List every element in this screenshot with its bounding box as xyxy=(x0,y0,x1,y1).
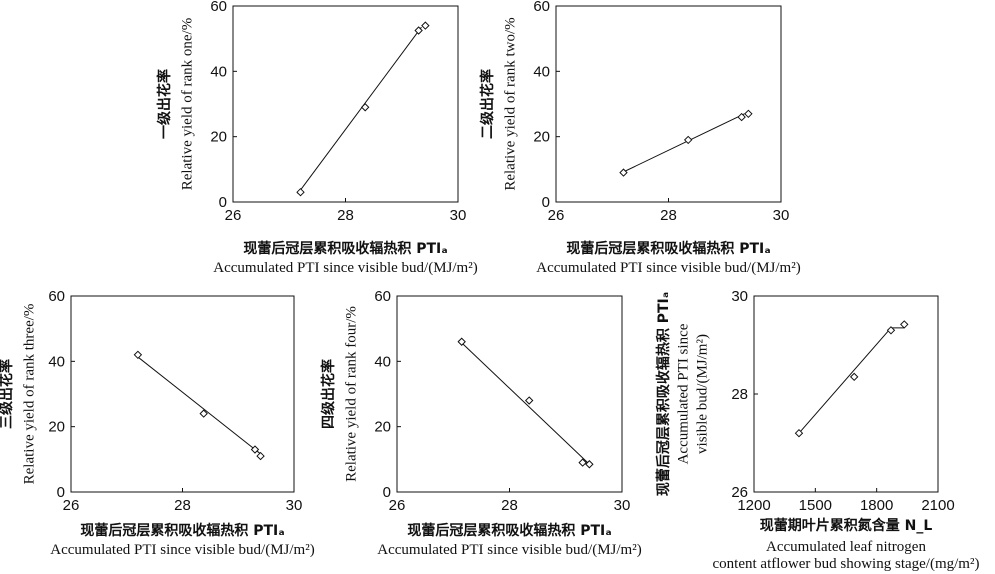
x-axis-label-en: Accumulated leaf nitrogen xyxy=(766,539,926,555)
y-tick-label: 0 xyxy=(219,194,227,211)
y-tick-label: 60 xyxy=(533,0,550,15)
y-tick-label: 0 xyxy=(542,194,550,211)
x-tick-label: 2100 xyxy=(921,497,954,514)
x-tick-label: 28 xyxy=(660,207,677,224)
data-point xyxy=(360,103,370,112)
chart-panel-5: 1200 1500 1800 2100 26 28 30 现蕾期叶片累积氮含量 N_L Accu… xyxy=(655,288,979,572)
y-axis-label-cn: 现蕾后冠层累积吸收辐热积 PTIₐ xyxy=(655,292,672,496)
chart-panel-2: 26 28 30 0 20 40 60 现蕾后冠层累积吸收辐热积 PTIₐ Accumulate… xyxy=(479,0,801,276)
x-tick-label: 26 xyxy=(63,497,80,514)
x-axis-label-en: Accumulated PTI since visible bud/(MJ/m²… xyxy=(50,542,314,558)
data-point xyxy=(578,458,587,467)
x-axis-label-en: Accumulated PTI since visible bud/(MJ/m²… xyxy=(213,260,477,276)
data-point xyxy=(886,326,896,335)
y-tick-label: 28 xyxy=(731,386,748,403)
x-tick-label: 30 xyxy=(286,497,303,514)
y-axis-label-en: Relative yield of rank four/% xyxy=(343,306,359,482)
data-point xyxy=(256,451,265,461)
data-point xyxy=(457,337,466,346)
x-tick-label: 1200 xyxy=(737,497,770,514)
y-axis-label-cn: 二级出花率 xyxy=(479,69,496,139)
x-tick-label: 28 xyxy=(174,497,191,514)
data-point xyxy=(683,135,693,145)
chart-panel-4: 26 28 30 0 20 40 60 现蕾后冠层累积吸收辐热积 PTIₐ Accumulate… xyxy=(320,288,642,558)
data-point xyxy=(296,187,305,197)
x-tick-label: 30 xyxy=(450,207,467,224)
y-tick-label: 20 xyxy=(210,129,227,146)
y-axis-label-en: Relative yield of rank three/% xyxy=(21,304,37,485)
fit-line xyxy=(620,113,745,174)
y-axis-label-en: visible bud/(MJ/m²) xyxy=(694,334,710,454)
y-axis-label-cn: 四级出花率 xyxy=(320,359,337,429)
y-axis-label-cn: 一级出花率 xyxy=(156,69,173,139)
data-point xyxy=(133,350,143,360)
plot-frame xyxy=(555,5,782,203)
data-point xyxy=(585,460,594,469)
y-tick-label: 40 xyxy=(48,353,65,370)
y-tick-label: 60 xyxy=(48,288,65,305)
x-tick-label: 26 xyxy=(389,497,406,514)
x-tick-label: 30 xyxy=(614,497,631,514)
data-point xyxy=(199,409,208,418)
y-tick-label: 40 xyxy=(210,63,227,80)
data-point xyxy=(849,372,859,382)
plot-frame xyxy=(70,295,295,493)
x-axis-label-cn: 现蕾后冠层累积吸收辐热积 PTIₐ xyxy=(243,240,447,257)
y-axis-label-en: Accumulated PTI since xyxy=(675,323,691,464)
x-tick-label: 1800 xyxy=(860,497,893,514)
data-point xyxy=(421,21,430,30)
x-tick-label: 28 xyxy=(501,497,518,514)
chart-panel-3: 26 28 30 0 20 40 60 现蕾后冠层累积吸收辐热积 PTIₐ Accumulate… xyxy=(0,288,315,558)
x-tick-label: 30 xyxy=(773,207,790,224)
y-tick-label: 60 xyxy=(374,288,391,305)
y-tick-label: 26 xyxy=(731,484,748,501)
x-axis-label-en: Accumulated PTI since visible bud/(MJ/m²… xyxy=(536,260,800,276)
y-tick-label: 40 xyxy=(533,63,550,80)
y-tick-label: 0 xyxy=(57,484,65,501)
fit-line xyxy=(458,339,592,467)
x-tick-label: 28 xyxy=(337,207,354,224)
y-axis-label-en: Relative yield of rank one/% xyxy=(179,18,195,190)
y-tick-label: 60 xyxy=(210,0,227,15)
y-tick-label: 40 xyxy=(374,353,391,370)
y-axis-label-cn: 三级出花率 xyxy=(0,359,15,429)
x-tick-label: 26 xyxy=(225,207,242,224)
data-point xyxy=(524,396,534,405)
x-axis-label-cn: 现蕾后冠层累积吸收辐热积 PTIₐ xyxy=(566,240,770,257)
x-axis-label-en: content atflower bud showing stage/(mg/m… xyxy=(713,556,980,572)
plot-frame xyxy=(753,295,939,493)
y-axis-label-en: Relative yield of rank two/% xyxy=(502,17,518,190)
x-axis-label-cn: 现蕾后冠层累积吸收辐热积 PTIₐ xyxy=(80,522,284,539)
x-axis-label-cn: 现蕾后冠层累积吸收辐热积 PTIₐ xyxy=(407,522,611,539)
data-point xyxy=(619,168,628,177)
fit-line xyxy=(798,327,905,434)
y-tick-label: 0 xyxy=(383,484,391,501)
fit-line xyxy=(134,354,264,457)
x-axis-label-cn: 现蕾期叶片累积氮含量 N_L xyxy=(760,517,933,534)
y-tick-label: 30 xyxy=(731,288,748,305)
chart-panel-1: 26 28 30 0 20 40 60 现蕾后冠层累积吸收辐热积 PTIₐ Accumulate… xyxy=(156,0,478,276)
x-axis-label-en: Accumulated PTI since visible bud/(MJ/m²… xyxy=(377,542,641,558)
data-point xyxy=(250,445,260,454)
y-tick-label: 20 xyxy=(48,419,65,436)
data-point xyxy=(414,26,423,35)
x-tick-label: 26 xyxy=(548,207,565,224)
plot-frame xyxy=(232,5,459,203)
data-point xyxy=(737,112,746,122)
fit-line xyxy=(297,26,422,195)
y-tick-label: 20 xyxy=(533,129,550,146)
y-tick-label: 20 xyxy=(374,419,391,436)
data-point xyxy=(900,320,909,329)
x-tick-label: 1500 xyxy=(799,497,832,514)
data-point xyxy=(744,109,753,119)
data-point xyxy=(794,428,804,438)
